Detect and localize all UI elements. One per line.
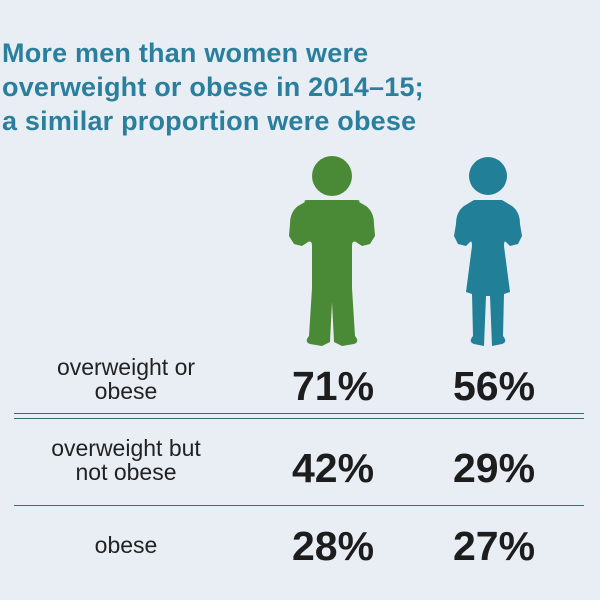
row-label-line: not obese xyxy=(75,459,177,485)
man-body xyxy=(289,200,375,346)
divider xyxy=(14,505,584,506)
woman-icon xyxy=(446,156,530,352)
man-head xyxy=(312,156,352,196)
row-label-overweight-not-obese: overweight but not obese xyxy=(10,436,242,484)
man-icon-svg xyxy=(289,156,375,346)
row-label-line: overweight but xyxy=(51,435,201,461)
chart-title: More men than women were overweight or o… xyxy=(2,36,592,138)
row-label-line: obese xyxy=(94,378,158,404)
row-label-obese: obese xyxy=(10,533,242,557)
men-value: 28% xyxy=(291,523,375,569)
row-label-line: obese xyxy=(94,532,158,558)
title-line-1: More men than women were xyxy=(2,38,369,68)
women-value: 29% xyxy=(452,445,536,491)
woman-body xyxy=(454,200,522,346)
men-value: 71% xyxy=(291,363,375,409)
divider xyxy=(14,413,584,414)
row-label-line: overweight or xyxy=(56,354,196,380)
title-line-2: overweight or obese in 2014–15; xyxy=(2,72,424,102)
table-row: overweight but not obese 42% 29% xyxy=(0,428,600,504)
man-icon xyxy=(282,156,382,352)
table-row: overweight or obese 71% 56% xyxy=(0,350,600,416)
title-line-3: a similar proportion were obese xyxy=(2,106,417,136)
row-label-overweight-or-obese: overweight or obese xyxy=(10,355,242,403)
woman-head xyxy=(469,157,507,195)
woman-icon-svg xyxy=(454,157,522,346)
women-value: 27% xyxy=(452,523,536,569)
men-value: 42% xyxy=(291,445,375,491)
divider xyxy=(14,418,584,419)
table-row: obese 28% 27% xyxy=(0,506,600,586)
women-value: 56% xyxy=(452,363,536,409)
